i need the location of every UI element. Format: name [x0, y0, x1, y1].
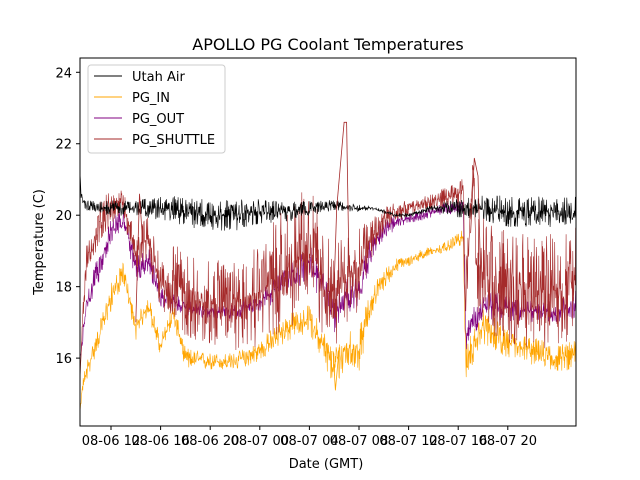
y-tick-label: 18 [55, 281, 72, 296]
y-axis-label: Temperature (C) [32, 189, 47, 296]
x-tick-label: 08-07 20 [479, 434, 537, 449]
chart: APOLLO PG Coolant Temperatures 08-06 120… [0, 0, 640, 480]
y-tick-label: 16 [55, 352, 72, 367]
y-tick-label: 20 [55, 209, 72, 224]
x-axis-label: Date (GMT) [289, 457, 364, 472]
y-tick-label: 22 [55, 138, 72, 153]
legend-label: PG_OUT [132, 112, 184, 127]
chart-title: APOLLO PG Coolant Temperatures [192, 35, 463, 54]
y-tick-label: 24 [55, 66, 72, 81]
legend: Utah Air PG_IN PG_OUT PG_SHUTTLE [88, 65, 225, 153]
legend-label: PG_SHUTTLE [132, 133, 215, 148]
legend-label: PG_IN [132, 91, 170, 106]
legend-label: Utah Air [132, 70, 185, 85]
